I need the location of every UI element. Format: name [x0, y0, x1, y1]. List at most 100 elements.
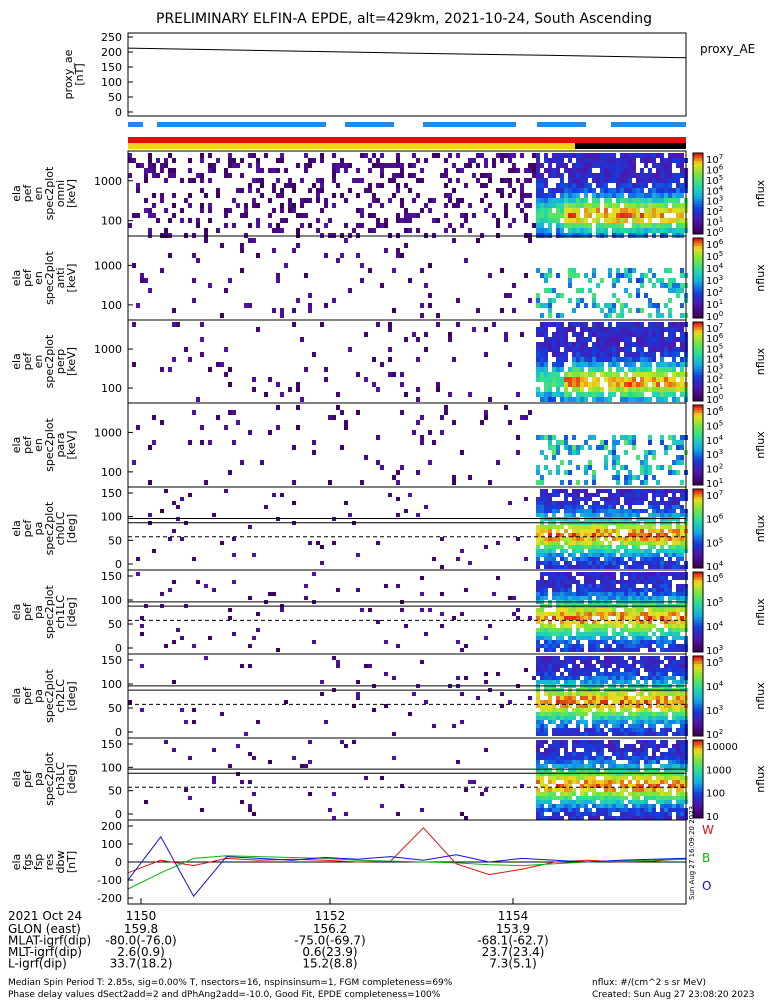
- heatmap-cell: [608, 327, 612, 332]
- heatmap-cell: [200, 322, 204, 327]
- heatmap-cell: [564, 489, 568, 493]
- colorbar-cell: [693, 520, 703, 524]
- heatmap-cell: [568, 509, 572, 513]
- heatmap-cell: [580, 608, 584, 612]
- heatmap-cell: [640, 644, 644, 648]
- heatmap-cell: [628, 188, 632, 193]
- heatmap-cell: [604, 565, 608, 569]
- heatmap-cell: [548, 744, 552, 748]
- heatmap-cell: [664, 372, 668, 377]
- heatmap-cell: [632, 268, 636, 273]
- ytick-en_spec_2: 100: [101, 299, 122, 312]
- heatmap-cell: [588, 768, 592, 772]
- heatmap-cell: [612, 800, 616, 804]
- heatmap-cell: [576, 732, 580, 736]
- heatmap-cell: [680, 188, 684, 193]
- heatmap-cell: [624, 268, 628, 273]
- heatmap-cell: [628, 680, 632, 684]
- heatmap-cell: [640, 724, 644, 728]
- heatmap-cell: [516, 435, 520, 440]
- heatmap-cell: [608, 760, 612, 764]
- heatmap-cell: [620, 525, 624, 529]
- colorbar-cell: [693, 345, 703, 349]
- heatmap-cell: [556, 561, 560, 565]
- heatmap-cell: [640, 382, 644, 387]
- colorbar-cell: [693, 278, 703, 282]
- heatmap-cell: [572, 153, 576, 158]
- heatmap-cell: [200, 158, 204, 163]
- heatmap-cell: [596, 208, 600, 213]
- heatmap-cell: [676, 347, 680, 352]
- heatmap-cell: [544, 382, 548, 387]
- colorbar-cell: [693, 685, 703, 689]
- heatmap-cell: [620, 382, 624, 387]
- heatmap-cell: [560, 768, 564, 772]
- heatmap-cell: [564, 808, 568, 812]
- heatmap-cell: [660, 557, 664, 561]
- heatmap-cell: [608, 541, 612, 545]
- heatmap-cell: [564, 153, 568, 158]
- heatmap-cell: [588, 537, 592, 541]
- colorbar-cell: [693, 358, 703, 362]
- heatmap-cell: [680, 367, 684, 372]
- heatmap-cell: [448, 193, 452, 198]
- heatmap-cell: [624, 720, 628, 724]
- heatmap-cell: [556, 808, 560, 812]
- heatmap-cell: [584, 228, 588, 233]
- heatmap-cell: [224, 425, 228, 430]
- heatmap-cell: [456, 203, 460, 208]
- heatmap-cell: [632, 475, 636, 480]
- heatmap-cell: [636, 218, 640, 223]
- heatmap-cell: [636, 223, 640, 228]
- heatmap-cell: [636, 327, 640, 332]
- heatmap-cell: [544, 632, 548, 636]
- ytick-pa_ch0: 100: [101, 511, 122, 524]
- heatmap-cell: [632, 513, 636, 517]
- heatmap-cell: [508, 293, 512, 298]
- heatmap-cell: [680, 732, 684, 736]
- heatmap-cell: [624, 584, 628, 588]
- heatmap-cell: [552, 624, 556, 628]
- heatmap-cell: [132, 322, 136, 327]
- heatmap-cell: [580, 776, 584, 780]
- heatmap-cell: [680, 480, 684, 485]
- heatmap-cell: [196, 397, 200, 402]
- heatmap-cell: [616, 193, 620, 198]
- heatmap-cell: [232, 163, 236, 168]
- heatmap-cell: [556, 596, 560, 600]
- heatmap-cell: [540, 628, 544, 632]
- heatmap-cell: [220, 313, 224, 318]
- heatmap-cell: [616, 752, 620, 756]
- heatmap-cell: [556, 796, 560, 800]
- heatmap-cell: [628, 158, 632, 163]
- heatmap-cell: [548, 624, 552, 628]
- heatmap-cell: [672, 470, 676, 475]
- heatmap-cell: [252, 636, 256, 640]
- heatmap-cell: [560, 480, 564, 485]
- heatmap-cell: [548, 572, 552, 576]
- heatmap-cell: [604, 588, 608, 592]
- heatmap-cell: [672, 664, 676, 668]
- heatmap-cell: [476, 178, 480, 183]
- heatmap-cell: [336, 163, 340, 168]
- heatmap-cell: [224, 372, 228, 377]
- heatmap-cell: [620, 557, 624, 561]
- heatmap-cell: [344, 168, 348, 173]
- heatmap-cell: [580, 692, 584, 696]
- heatmap-cell: [604, 188, 608, 193]
- colorbar-frame: [692, 655, 704, 737]
- heatmap-cell: [628, 592, 632, 596]
- heatmap-cell: [544, 644, 548, 648]
- heatmap-cell: [612, 557, 616, 561]
- heatmap-cell: [544, 792, 548, 796]
- heatmap-cell: [484, 163, 488, 168]
- heatmap-cell: [336, 183, 340, 188]
- heatmap-cell: [656, 628, 660, 632]
- heatmap-cell: [316, 198, 320, 203]
- heatmap-cell: [576, 608, 580, 612]
- heatmap-cell: [588, 168, 592, 173]
- heatmap-cell: [584, 303, 588, 308]
- heatmap-cell: [600, 561, 604, 565]
- heatmap-cell: [404, 208, 408, 213]
- heatmap-cell: [664, 632, 668, 636]
